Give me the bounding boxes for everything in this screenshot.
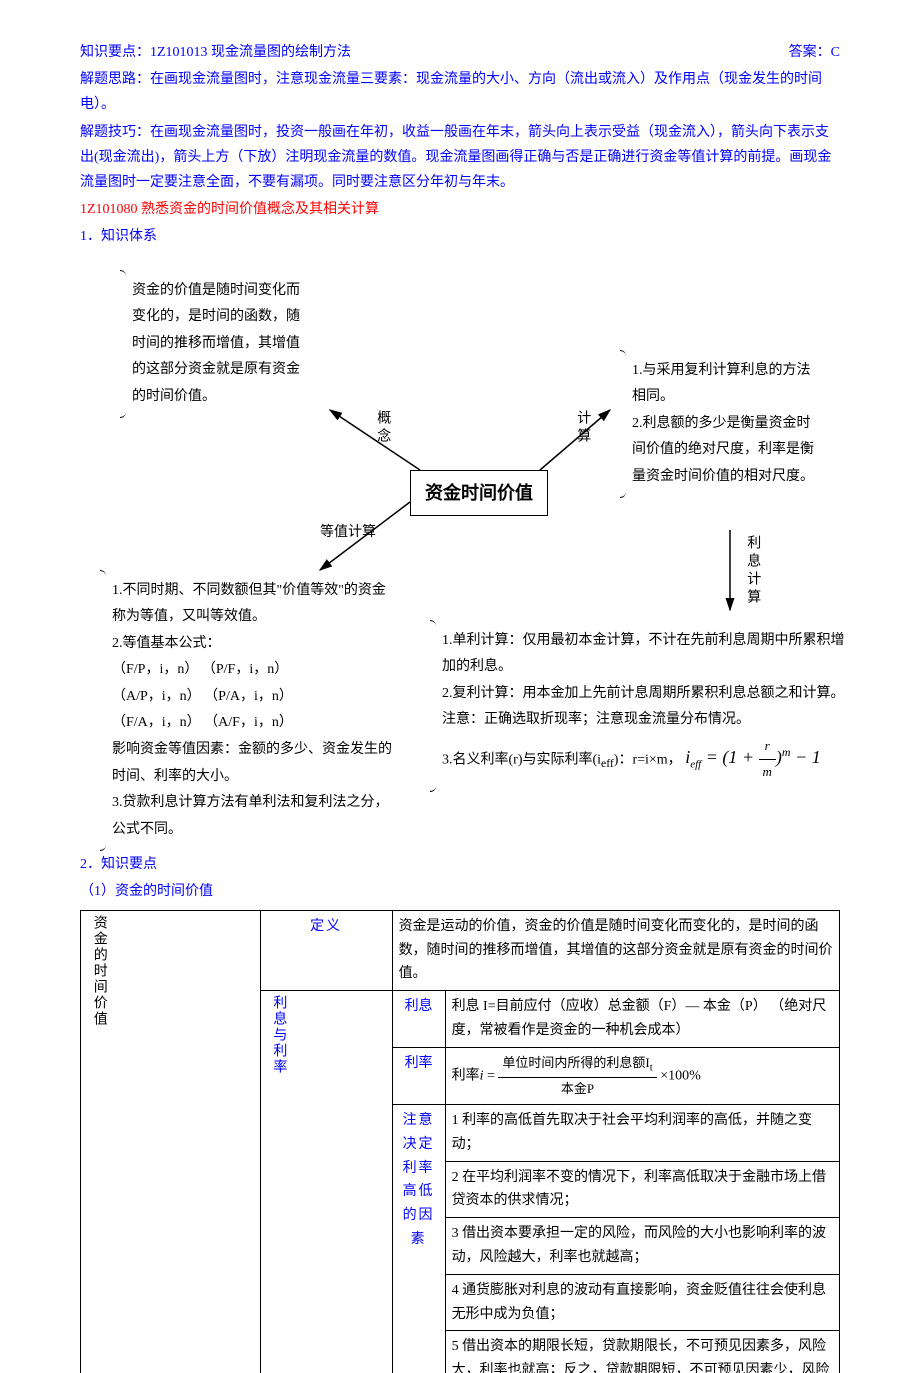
cell-content: 3 借出资本要承担一定的风险，而风险的大小也影响利率的波动，风险越大，利率也就越… bbox=[445, 1218, 839, 1275]
concept-diagram: 资金的价值是随时间变化而变化的，是时间的函数，随时间的推移而增值，其增值的这部分… bbox=[40, 270, 860, 850]
label-calc: 计算 bbox=[570, 410, 595, 446]
label-concept: 概念 bbox=[370, 410, 395, 446]
header-row: 知识要点：1Z101013 现金流量图的绘制方法 答案：C bbox=[80, 40, 840, 65]
answer: 答案：C bbox=[789, 40, 840, 65]
knowledge-table: 资金的时间价值 定义 资金是运动的价值，资金的价值是随时间变化而变化的，是时间的… bbox=[80, 910, 840, 1373]
cell-content: 利率i = 单位时间内所得的利息额It本金P ×100% bbox=[445, 1047, 839, 1104]
cell-sublabel: 注意决定利率高低的因素 bbox=[392, 1104, 445, 1373]
analysis-2: 解题技巧：在画现金流量图时，投资一般画在年初，收益一般画在年末，箭头向上表示受益… bbox=[80, 120, 840, 196]
section-2-title: 2．知识要点 bbox=[80, 852, 840, 877]
cell-content: 资金是运动的价值，资金的价值是随时间变化而变化的，是时间的函数，随时间的推移而增… bbox=[392, 910, 839, 990]
row-header-main: 资金的时间价值 bbox=[81, 910, 261, 1373]
cell-content: 5 借出资本的期限长短，贷款期限长，不可预见因素多，风险大，利率也就高；反之，贷… bbox=[445, 1331, 839, 1373]
cell-sublabel: 利息 bbox=[392, 991, 445, 1048]
cell-content: 利息 I=目前应付（应收）总金额（F）— 本金（P） （绝对尺度，常被看作是资金… bbox=[445, 991, 839, 1048]
box-calc: 1.与采用复利计算利息的方法相同。 2.利息额的多少是衡量资金时间价值的绝对尺度… bbox=[620, 350, 834, 499]
cell-content: 2 在平均利润率不变的情况下，利率高低取决于金融市场上借贷资本的供求情况； bbox=[445, 1161, 839, 1218]
section-code: 1Z101080 熟悉资金的时间价值概念及其相关计算 bbox=[80, 197, 840, 222]
section-2-sub: （1）资金的时间价值 bbox=[80, 879, 840, 904]
box-equivalence: 1.不同时期、不同数额但其"价值等效"的资金称为等值，又叫等效值。 2.等值基本… bbox=[100, 570, 404, 852]
label-interest: 利息计算 bbox=[740, 535, 765, 607]
cell-sublabel: 利率 bbox=[392, 1047, 445, 1104]
section-1-title: 1．知识体系 bbox=[80, 224, 840, 249]
center-box: 资金时间价值 bbox=[410, 470, 548, 516]
analysis-1: 解题思路：在画现金流量图时，注意现金流量三要素：现金流量的大小、方向（流出或流入… bbox=[80, 67, 840, 117]
label-eq: 等值计算 bbox=[320, 520, 376, 545]
cell-content: 1 利率的高低首先取决于社会平均利润率的高低，并随之变动； bbox=[445, 1104, 839, 1161]
cell-content: 4 通货膨胀对利息的波动有直接影响，资金贬值往往会使利息无形中成为负值； bbox=[445, 1274, 839, 1331]
table-row: 资金的时间价值 定义 资金是运动的价值，资金的价值是随时间变化而变化的，是时间的… bbox=[81, 910, 840, 990]
cell-label: 定义 bbox=[260, 910, 392, 990]
cell-label: 利息与利率 bbox=[260, 991, 392, 1373]
box-interest: 1.单利计算：仅用最初本金计算，不计在先前利息周期中所累积增加的利息。 2.复利… bbox=[430, 620, 864, 793]
box-definition: 资金的价值是随时间变化而变化的，是时间的函数，随时间的推移而增值，其增值的这部分… bbox=[120, 270, 314, 419]
kp-text: 知识要点：1Z101013 现金流量图的绘制方法 bbox=[80, 40, 351, 65]
